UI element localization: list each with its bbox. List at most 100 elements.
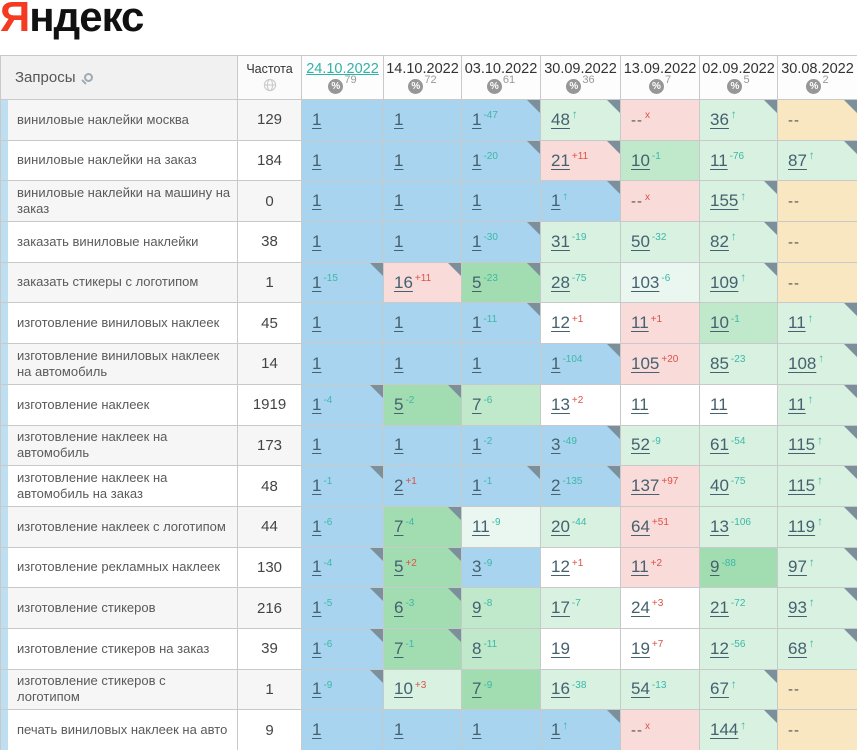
position-link[interactable]: 11 <box>788 313 806 333</box>
position-link[interactable]: 2 <box>551 476 561 496</box>
position-link[interactable]: 12 <box>710 638 729 658</box>
position-link[interactable]: 82 <box>710 231 729 251</box>
position-link[interactable]: 1 <box>312 557 322 577</box>
position-link[interactable]: 11 <box>631 313 649 333</box>
position-link[interactable]: 97 <box>788 557 807 577</box>
position-link[interactable]: 1 <box>472 476 482 496</box>
position-link[interactable]: 85 <box>710 353 729 373</box>
position-link[interactable]: 28 <box>551 272 570 292</box>
keyword-cell[interactable]: заказать стикеры с логотипом <box>0 261 238 304</box>
date-column-link[interactable]: 24.10.2022 <box>306 61 379 77</box>
position-link[interactable]: 1 <box>394 231 404 251</box>
date-column-link[interactable]: 02.09.2022 <box>702 61 775 77</box>
position-link[interactable]: 1 <box>312 313 322 333</box>
position-link[interactable]: 36 <box>710 109 729 129</box>
position-link[interactable]: 115 <box>788 435 816 455</box>
position-link[interactable]: 5 <box>394 557 404 577</box>
date-column-link[interactable]: 30.08.2022 <box>781 61 854 77</box>
position-link[interactable]: 8 <box>472 638 482 658</box>
position-link[interactable]: 1 <box>472 191 482 211</box>
position-link[interactable]: 1 <box>312 353 322 373</box>
position-link[interactable]: 50 <box>631 231 650 251</box>
position-link[interactable]: 67 <box>710 679 729 699</box>
position-link[interactable]: 1 <box>312 598 322 618</box>
position-link[interactable]: 52 <box>631 435 650 455</box>
position-link[interactable]: 1 <box>394 150 404 170</box>
position-link[interactable]: 16 <box>394 272 413 292</box>
position-link[interactable]: 1 <box>312 679 322 699</box>
position-link[interactable]: 1 <box>551 191 561 211</box>
search-icon[interactable] <box>83 72 93 82</box>
position-link[interactable]: 7 <box>472 394 482 414</box>
position-link[interactable]: 20 <box>551 516 570 536</box>
position-link[interactable]: 5 <box>472 272 482 292</box>
position-link[interactable]: 1 <box>394 109 404 129</box>
position-link[interactable]: 13 <box>710 516 729 536</box>
position-link[interactable]: 7 <box>472 679 482 699</box>
keyword-cell[interactable]: изготовление стикеров с логотипом <box>0 668 238 711</box>
position-link[interactable]: 16 <box>551 679 570 699</box>
position-link[interactable]: 1 <box>394 435 404 455</box>
position-link[interactable]: 9 <box>472 598 482 618</box>
position-link[interactable]: 93 <box>788 598 807 618</box>
position-link[interactable]: 1 <box>312 109 322 129</box>
keyword-cell[interactable]: изготовление стикеров <box>0 587 238 629</box>
position-link[interactable]: 11 <box>631 394 649 414</box>
keyword-cell[interactable]: изготовление наклеек на автомобиль <box>0 424 238 467</box>
position-link[interactable]: 115 <box>788 476 816 496</box>
position-link[interactable]: 119 <box>788 516 816 536</box>
position-link[interactable]: 11 <box>710 150 728 170</box>
position-link[interactable]: 1 <box>312 720 322 740</box>
position-link[interactable]: 2 <box>394 476 404 496</box>
position-link[interactable]: 13 <box>551 394 570 414</box>
keyword-cell[interactable]: заказать виниловые наклейки <box>0 221 238 263</box>
position-link[interactable]: 11 <box>788 394 806 414</box>
date-column-link[interactable]: 14.10.2022 <box>386 61 459 77</box>
keyword-cell[interactable]: изготовление виниловых наклеек на автомо… <box>0 343 238 385</box>
position-link[interactable]: 1 <box>312 435 322 455</box>
position-link[interactable]: 9 <box>710 557 720 577</box>
position-link[interactable]: 5 <box>394 394 404 414</box>
position-link[interactable]: 19 <box>551 638 570 658</box>
keyword-cell[interactable]: изготовление стикеров на заказ <box>0 627 238 670</box>
position-link[interactable]: 1 <box>551 720 561 740</box>
position-link[interactable]: 1 <box>472 435 482 455</box>
position-link[interactable]: 10 <box>631 150 650 170</box>
date-column-link[interactable]: 30.09.2022 <box>544 61 617 77</box>
position-link[interactable]: 17 <box>551 598 570 618</box>
position-link[interactable]: 1 <box>472 353 482 373</box>
position-link[interactable]: 87 <box>788 150 807 170</box>
keyword-cell[interactable]: виниловые наклейки москва <box>0 99 238 141</box>
position-link[interactable]: 1 <box>312 516 322 536</box>
position-link[interactable]: 12 <box>551 313 570 333</box>
keyword-cell[interactable]: изготовление наклеек <box>0 383 238 426</box>
position-link[interactable]: 1 <box>312 272 322 292</box>
position-link[interactable]: 108 <box>788 353 817 373</box>
position-link[interactable]: 12 <box>551 557 570 577</box>
position-link[interactable]: 40 <box>710 476 729 496</box>
position-link[interactable]: 137 <box>631 476 660 496</box>
keyword-cell[interactable]: печать виниловых наклеек на авто <box>0 709 238 750</box>
position-link[interactable]: 1 <box>312 191 322 211</box>
position-link[interactable]: 105 <box>631 353 660 373</box>
position-link[interactable]: 1 <box>312 150 322 170</box>
position-link[interactable]: 1 <box>312 231 322 251</box>
position-link[interactable]: 48 <box>551 109 570 129</box>
keyword-cell[interactable]: изготовление рекламных наклеек <box>0 546 238 589</box>
position-link[interactable]: 1 <box>472 109 482 129</box>
position-link[interactable]: 1 <box>472 720 482 740</box>
position-link[interactable]: 3 <box>551 435 561 455</box>
position-link[interactable]: 31 <box>551 231 570 251</box>
position-link[interactable]: 11 <box>472 516 490 536</box>
position-link[interactable]: 1 <box>551 353 561 373</box>
keyword-cell[interactable]: виниловые наклейки на машину на заказ <box>0 180 238 223</box>
position-link[interactable]: 11 <box>631 557 649 577</box>
position-link[interactable]: 1 <box>472 150 482 170</box>
position-link[interactable]: 7 <box>394 516 404 536</box>
keyword-cell[interactable]: изготовление наклеек на автомобиль на за… <box>0 465 238 507</box>
position-link[interactable]: 3 <box>472 557 482 577</box>
position-link[interactable]: 24 <box>631 598 650 618</box>
keyword-cell[interactable]: виниловые наклейки на заказ <box>0 139 238 182</box>
position-link[interactable]: 103 <box>631 272 660 292</box>
position-link[interactable]: 54 <box>631 679 650 699</box>
